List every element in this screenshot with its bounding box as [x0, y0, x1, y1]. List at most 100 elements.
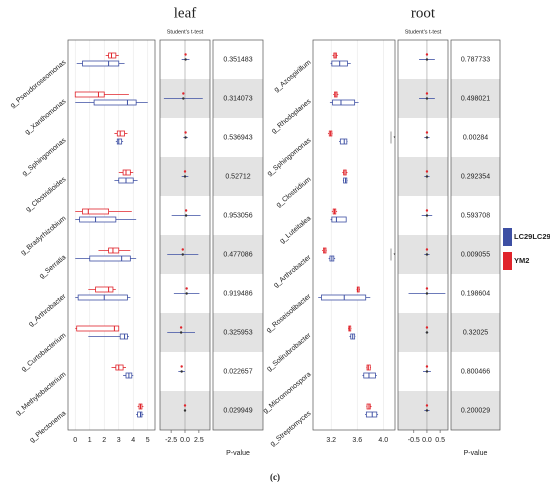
effect-point-base	[425, 136, 429, 139]
effect-point	[425, 209, 429, 212]
panel-subtitle: Student's t-test	[405, 29, 442, 35]
row-shade	[213, 79, 263, 118]
effect-point	[425, 92, 429, 95]
box	[321, 294, 367, 301]
effect-point-base	[425, 253, 429, 256]
row-shade	[398, 235, 448, 274]
category-label: g_Arthrobacter	[272, 254, 312, 290]
category-label: g_Luteitalea	[279, 215, 313, 245]
row-shade	[451, 313, 500, 352]
effect-point-base	[185, 292, 188, 295]
effect-point-base	[182, 97, 185, 100]
effect-point-base	[184, 58, 187, 61]
box	[332, 99, 356, 106]
x-tick-label: 3	[117, 437, 121, 444]
p-axis-label: P-value	[226, 450, 250, 457]
box	[76, 325, 120, 332]
p-value: 0.292354	[461, 173, 490, 180]
p-value: 0.953056	[223, 212, 252, 219]
panel-frame	[159, 39, 211, 431]
row-shade	[451, 79, 500, 118]
row-shade	[213, 235, 263, 274]
effect-point-base	[425, 409, 429, 412]
box	[115, 364, 124, 371]
p-value: 0.593708	[461, 212, 490, 219]
box	[119, 333, 128, 340]
effect-tick-label: 0.5	[435, 437, 445, 444]
x-tick-label: 0	[73, 437, 77, 444]
box	[93, 99, 137, 106]
effect-point	[183, 404, 187, 407]
effect-point	[184, 209, 188, 212]
category-label: g_Sphingomonas	[21, 137, 68, 178]
effect-point-base	[425, 331, 429, 334]
effect-point	[181, 248, 184, 251]
effect-point-base	[181, 253, 184, 256]
legend-label: LC29LC29	[514, 232, 550, 241]
category-label: g_Rhodoplanes	[270, 98, 312, 135]
p-value: 0.351483	[223, 56, 252, 63]
row-shade	[451, 391, 500, 430]
p-value: 0.536943	[223, 134, 252, 141]
category-label: g_Curtobacterium	[20, 332, 67, 373]
effect-point	[425, 131, 429, 134]
category-label: g_Xanthomonas	[24, 98, 68, 136]
effect-point	[425, 248, 429, 251]
category-label: g_Clostridium	[275, 176, 312, 209]
effect-point	[184, 131, 187, 134]
p-value: 0.477086	[223, 251, 252, 258]
panel-frame	[312, 39, 396, 431]
category-label: g_Clostridioides	[25, 176, 68, 214]
effect-point	[184, 53, 187, 56]
box	[339, 138, 348, 145]
p-value: 0.52712	[225, 173, 250, 180]
p-value: 0.314073	[223, 95, 252, 102]
box	[137, 411, 143, 418]
sig-mark: *	[394, 253, 396, 259]
panel-frame	[67, 39, 156, 431]
row-shade	[213, 313, 263, 352]
effect-point	[425, 365, 429, 368]
x-tick-label: 1	[88, 437, 92, 444]
box	[116, 138, 123, 145]
category-label: g_Streptomyces	[269, 410, 313, 448]
p-value: 0.00284	[463, 134, 488, 141]
box	[77, 294, 128, 301]
category-label: g_Bradyrhizobium	[20, 215, 68, 257]
effect-point	[182, 92, 185, 95]
category-label: g_Sphingomonas	[266, 137, 313, 178]
row-shade	[451, 157, 500, 196]
box	[116, 130, 125, 137]
x-tick-label: 2	[102, 437, 106, 444]
x-tick-label: 5	[146, 437, 150, 444]
effect-point	[179, 326, 183, 329]
category-label: g_Micromonospora	[262, 371, 312, 415]
row-shade	[451, 235, 500, 274]
p-value: 0.498021	[461, 95, 490, 102]
effect-point-base	[183, 409, 187, 412]
effect-point-base	[425, 97, 429, 100]
panel-title: root	[411, 5, 436, 21]
row-shade	[398, 391, 448, 430]
box	[365, 411, 378, 418]
category-label: g_Solirubrobacter	[266, 332, 313, 373]
box	[74, 91, 105, 98]
effect-point-base	[184, 136, 187, 139]
panel-subtitle: Student's t-test	[167, 29, 204, 35]
box	[82, 60, 120, 67]
row-shade	[213, 157, 263, 196]
category-label: g_Plectonema	[29, 410, 68, 444]
p-value: 0.200029	[461, 407, 490, 414]
row-shade	[398, 313, 448, 352]
box	[108, 52, 117, 59]
panel-frame	[397, 39, 449, 431]
box	[82, 208, 110, 215]
category-label: g_Roseisolibacter	[265, 293, 313, 335]
p-value: 0.787733	[461, 56, 490, 63]
category-label: g_Serratia	[38, 254, 67, 280]
effect-point	[425, 287, 429, 290]
category-label: g_Arthrobacter	[27, 293, 67, 329]
p-value: 0.022657	[223, 368, 252, 375]
effect-point-base	[425, 292, 429, 295]
p-axis-label: P-value	[464, 450, 488, 457]
